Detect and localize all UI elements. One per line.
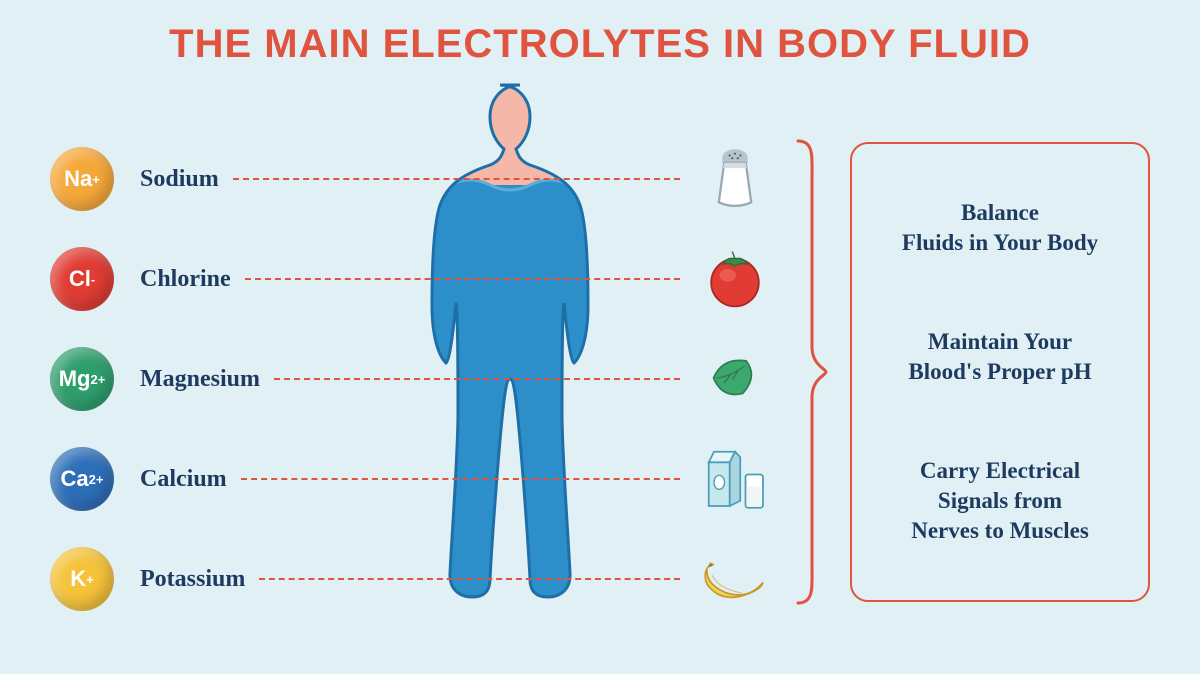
connector-line xyxy=(245,278,680,280)
banana-icon xyxy=(700,543,770,613)
electrolyte-row: Cl- Chlorine xyxy=(50,247,680,311)
salt-icon xyxy=(700,143,770,213)
curly-bracket xyxy=(790,137,830,607)
content-area: Na+ Sodium Cl- Chlorine Mg2+ Magnesium Ca2+ Cal… xyxy=(0,67,1200,657)
connector-line xyxy=(241,478,680,480)
page-title: THE MAIN ELECTROLYTES IN BODY FLUID xyxy=(0,0,1200,67)
functions-box: BalanceFluids in Your Body Maintain Your… xyxy=(850,142,1150,602)
electrolyte-badge: K+ xyxy=(50,547,114,611)
electrolyte-name: Calcium xyxy=(140,466,227,493)
electrolyte-badge: Mg2+ xyxy=(50,347,114,411)
electrolyte-name: Potassium xyxy=(140,566,245,593)
leaf-icon xyxy=(700,343,770,413)
electrolyte-row: Na+ Sodium xyxy=(50,147,680,211)
connector-line xyxy=(233,178,680,180)
electrolyte-badge: Ca2+ xyxy=(50,447,114,511)
tomato-icon xyxy=(700,243,770,313)
connector-line xyxy=(259,578,680,580)
electrolyte-name: Chlorine xyxy=(140,266,231,293)
electrolyte-badge: Cl- xyxy=(50,247,114,311)
function-item: BalanceFluids in Your Body xyxy=(870,198,1130,258)
function-item: Carry ElectricalSignals fromNerves to Mu… xyxy=(870,456,1130,546)
electrolyte-name: Sodium xyxy=(140,166,219,193)
electrolyte-badge: Na+ xyxy=(50,147,114,211)
milk-icon xyxy=(700,443,770,513)
electrolyte-row: K+ Potassium xyxy=(50,547,680,611)
electrolyte-name: Magnesium xyxy=(140,366,260,393)
electrolyte-row: Ca2+ Calcium xyxy=(50,447,680,511)
electrolyte-row: Mg2+ Magnesium xyxy=(50,347,680,411)
function-item: Maintain YourBlood's Proper pH xyxy=(870,327,1130,387)
connector-line xyxy=(274,378,680,380)
